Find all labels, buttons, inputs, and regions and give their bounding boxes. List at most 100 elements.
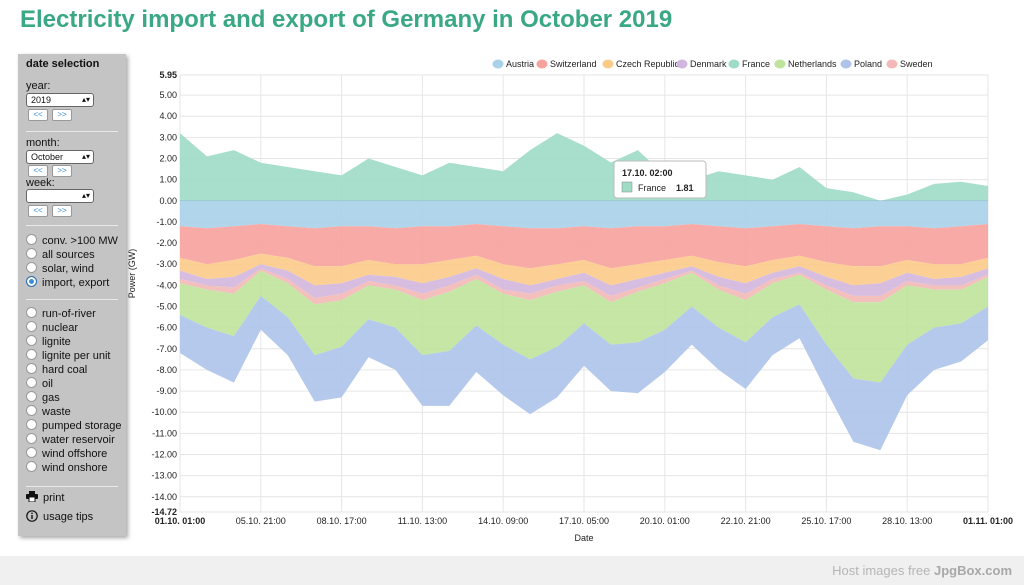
view-option-all-sources[interactable]: all sources	[26, 248, 95, 262]
y-tick-label: -14.00	[151, 492, 177, 502]
legend-item-netherlands[interactable]: Netherlands	[774, 59, 838, 69]
legend-item-france[interactable]: France	[728, 59, 771, 69]
legend-swatch	[886, 59, 898, 69]
legend-item-poland[interactable]: Poland	[840, 59, 883, 69]
week-label: week:	[26, 177, 55, 189]
legend-swatch	[774, 59, 786, 69]
legend-swatch	[840, 59, 852, 69]
source-option-lignite-per-unit[interactable]: lignite per unit	[26, 349, 111, 363]
import-export-chart[interactable]: 5.95 5.00 4.00 3.00 2.00 1.00 0.00 -1.00 -2.00 -3…	[0, 0, 1024, 556]
view-option-conv[interactable]: conv. >100 MW	[26, 234, 118, 248]
y-tick-label: 4.00	[159, 111, 177, 121]
legend-label: Czech Republic	[616, 59, 680, 69]
year-value: 2019	[31, 95, 52, 105]
legend-label: Switzerland	[550, 59, 597, 69]
view-option-import-export[interactable]: import, export	[26, 276, 109, 290]
year-next-button[interactable]: >>	[52, 109, 72, 121]
radio-icon	[26, 461, 37, 472]
source-option-lignite[interactable]: lignite	[26, 335, 71, 349]
week-prev-button[interactable]: <<	[28, 205, 48, 217]
legend-item-switzerland[interactable]: Switzerland	[536, 59, 597, 69]
divider	[26, 299, 118, 300]
y-tick-label: -13.00	[151, 471, 177, 481]
radio-icon	[26, 419, 37, 430]
radio-icon	[26, 405, 37, 416]
legend-label: France	[742, 59, 770, 69]
radio-icon	[26, 391, 37, 402]
y-tick-label: 1.00	[159, 175, 177, 185]
y-tick-label: 0.00	[159, 196, 177, 206]
y-tick-label: -14.72	[151, 507, 177, 517]
usage-tips-button[interactable]: usage tips	[26, 510, 93, 523]
y-axis-title: Power (GW)	[127, 249, 137, 299]
radio-selected-icon	[26, 276, 37, 287]
divider	[26, 486, 118, 487]
series-area-czech-republic	[180, 253, 988, 286]
legend-item-denmark[interactable]: Denmark	[676, 59, 728, 69]
y-tick-label: 3.00	[159, 132, 177, 142]
y-tick-label: -9.00	[156, 386, 177, 396]
tooltip-title: 17.10. 02:00	[622, 168, 673, 178]
source-option-waste[interactable]: waste	[26, 405, 71, 419]
month-next-button[interactable]: >>	[52, 165, 72, 177]
legend-swatch	[602, 59, 614, 69]
tooltip: 17.10. 02:00 France 1.81	[613, 160, 707, 199]
month-value: October	[31, 152, 64, 162]
month-select[interactable]: October ▴▾	[26, 150, 94, 164]
panel-title: date selection	[26, 58, 100, 70]
year-label: year:	[26, 80, 51, 92]
legend-item-czech-republic[interactable]: Czech Republic	[602, 59, 680, 69]
source-option-gas[interactable]: gas	[26, 391, 60, 405]
source-option-pumped-storage[interactable]: pumped storage	[26, 419, 122, 433]
week-select[interactable]: ▴▾	[26, 189, 94, 203]
legend-label: Netherlands	[788, 59, 837, 69]
month-label: month:	[26, 137, 60, 149]
y-tick-label: -4.00	[156, 280, 177, 290]
y-tick-label: -1.00	[156, 217, 177, 227]
y-tick-label: -5.00	[156, 302, 177, 312]
month-prev-button[interactable]: <<	[28, 165, 48, 177]
y-tick-label: 5.95	[159, 70, 177, 80]
radio-icon	[26, 307, 37, 318]
radio-icon	[26, 363, 37, 374]
footer-bar: Host images free JpgBox.com	[0, 556, 1024, 585]
y-tick-label: -8.00	[156, 365, 177, 375]
x-axis-title: Date	[574, 533, 593, 543]
series-area-switzerland	[180, 224, 988, 269]
source-option-run-of-river[interactable]: run-of-river	[26, 307, 96, 321]
x-tick-label: 22.10. 21:00	[721, 516, 771, 526]
radio-icon	[26, 433, 37, 444]
year-select[interactable]: 2019 ▴▾	[26, 93, 94, 107]
x-tick-label: 17.10. 05:00	[559, 516, 609, 526]
x-tick-label: 28.10. 13:00	[882, 516, 932, 526]
y-tick-label: -10.00	[151, 407, 177, 417]
page-title: Electricity import and export of Germany…	[20, 6, 673, 33]
footer-text: Host images free JpgBox.com	[832, 563, 1012, 578]
divider	[26, 225, 118, 226]
print-button[interactable]: print	[26, 491, 64, 504]
legend-item-austria[interactable]: Austria	[492, 59, 535, 69]
source-option-hard-coal[interactable]: hard coal	[26, 363, 87, 377]
source-option-oil[interactable]: oil	[26, 377, 53, 391]
x-tick-label: 11.10. 13:00	[398, 516, 447, 526]
year-prev-button[interactable]: <<	[28, 109, 48, 121]
legend-item-sweden[interactable]: Sweden	[886, 59, 933, 69]
week-next-button[interactable]: >>	[52, 205, 72, 217]
legend-swatch	[676, 59, 688, 69]
radio-icon	[26, 262, 37, 273]
x-tick-label: 14.10. 09:00	[478, 516, 528, 526]
source-option-wind-onshore[interactable]: wind onshore	[26, 461, 107, 475]
source-option-wind-offshore[interactable]: wind offshore	[26, 447, 107, 461]
updown-icon: ▴▾	[81, 191, 90, 200]
radio-icon	[26, 234, 37, 245]
source-option-water-reservoir[interactable]: water reservoir	[26, 433, 115, 447]
legend-label: Austria	[506, 59, 534, 69]
legend-label: Sweden	[900, 59, 933, 69]
tooltip-value: 1.81	[676, 183, 694, 193]
x-tick-label: 05.10. 21:00	[236, 516, 286, 526]
source-option-nuclear[interactable]: nuclear	[26, 321, 78, 335]
legend-swatch	[536, 59, 548, 69]
view-option-solar-wind[interactable]: solar, wind	[26, 262, 94, 276]
series-area-austria	[180, 200, 988, 229]
y-tick-label: -6.00	[156, 323, 177, 333]
